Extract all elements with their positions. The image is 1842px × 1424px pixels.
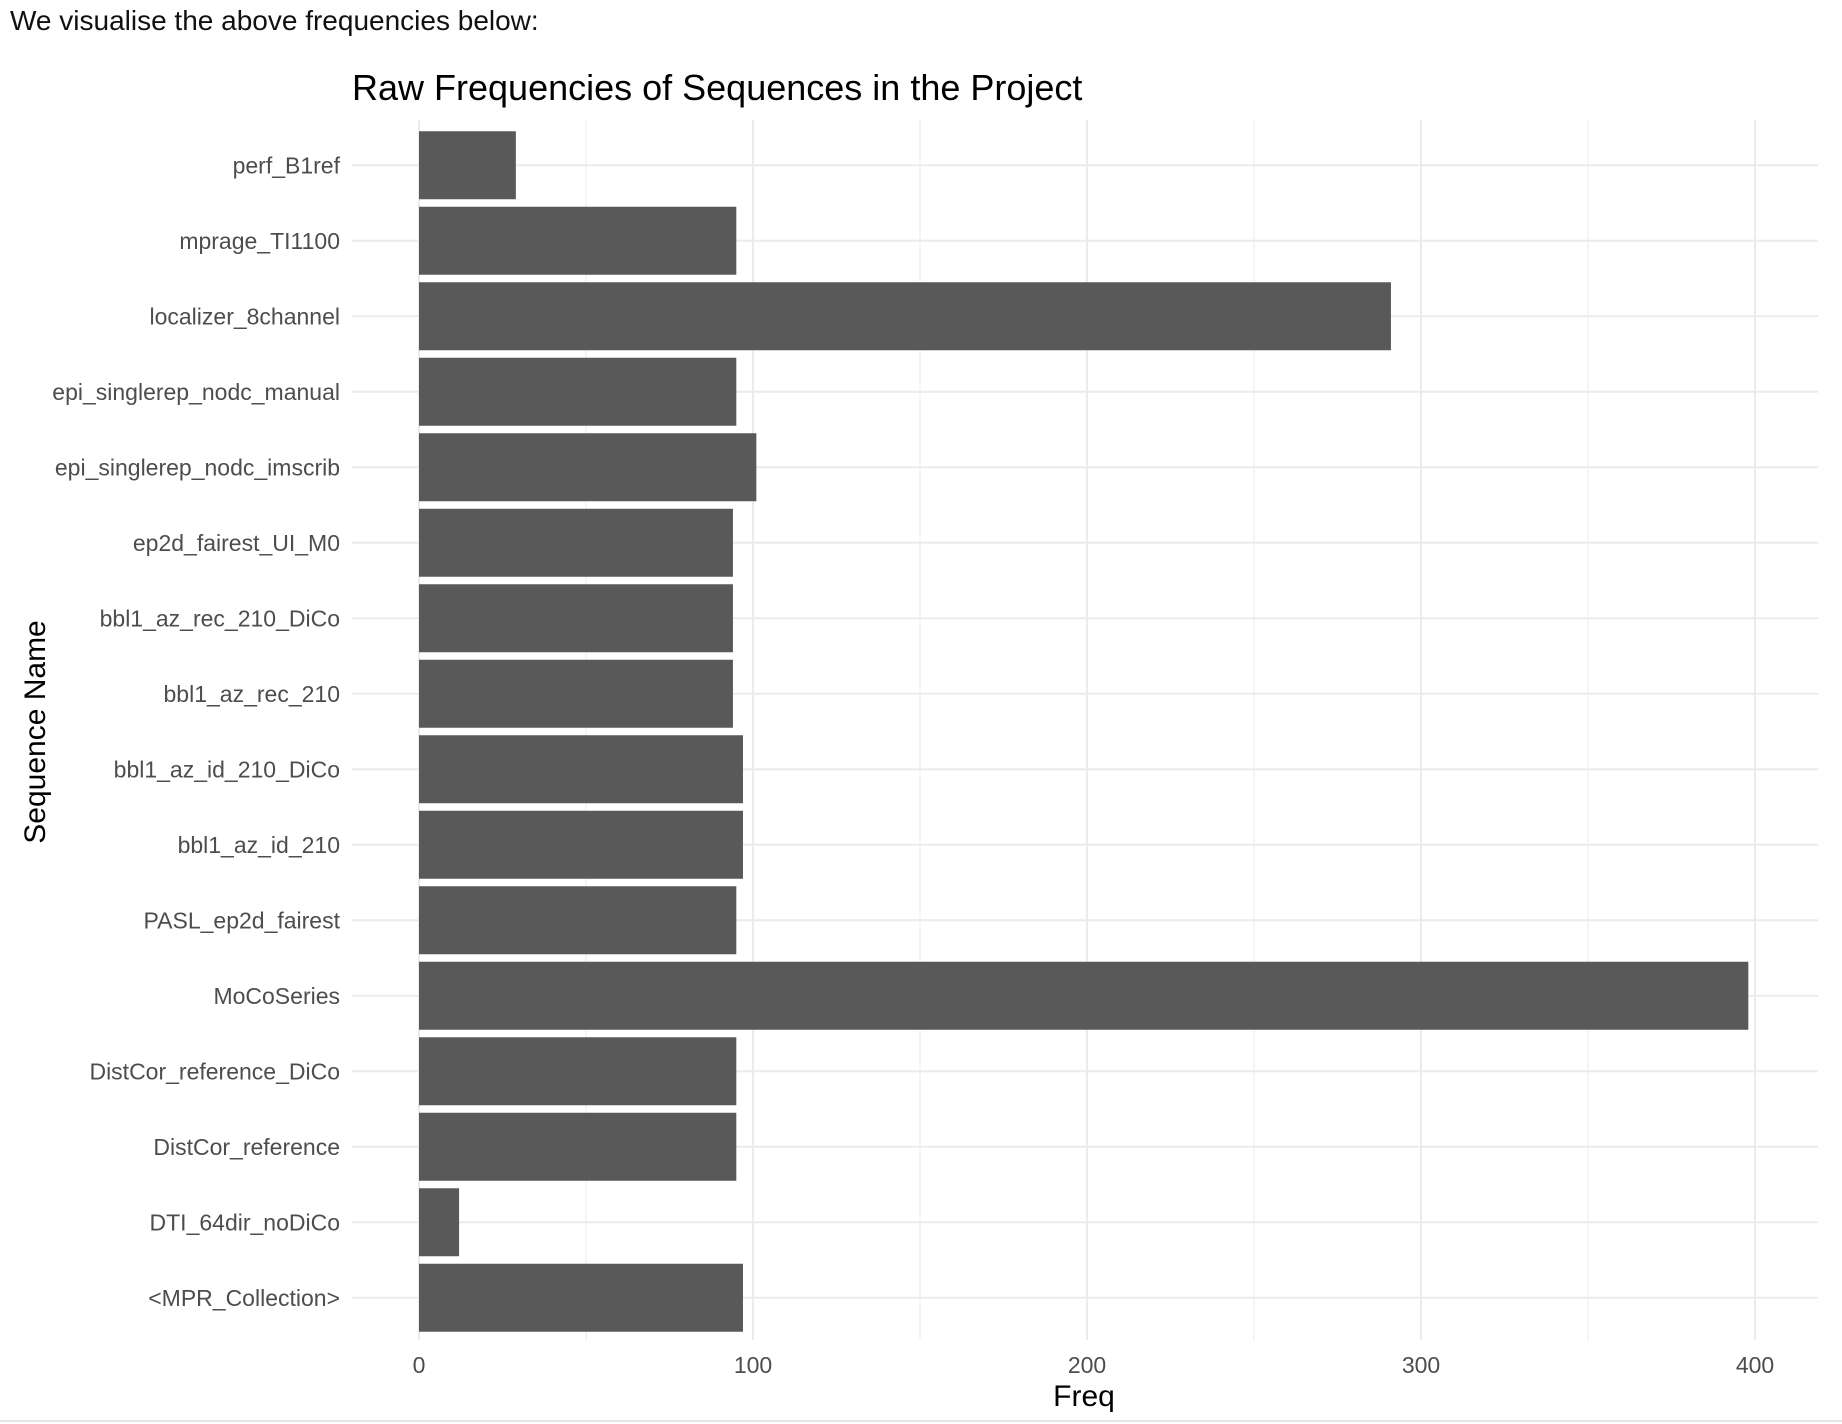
bar bbox=[419, 433, 757, 502]
bar bbox=[419, 810, 743, 879]
bar bbox=[419, 1188, 460, 1257]
y-tick-label: <MPR_Collection> bbox=[148, 1285, 340, 1311]
bar bbox=[419, 357, 737, 426]
y-tick-label: bbl1_az_rec_210 bbox=[164, 681, 340, 707]
x-tick-label: 200 bbox=[1068, 1352, 1106, 1378]
bottom-divider bbox=[0, 1420, 1842, 1422]
y-tick-label: DTI_64dir_noDiCo bbox=[150, 1209, 340, 1235]
bar bbox=[419, 659, 733, 728]
y-tick-label: PASL_ep2d_fairest bbox=[144, 907, 341, 933]
bar bbox=[419, 131, 516, 200]
x-tick-label: 400 bbox=[1736, 1352, 1774, 1378]
y-tick-label: DistCor_reference bbox=[153, 1134, 340, 1160]
intro-text: We visualise the above frequencies below… bbox=[10, 5, 539, 36]
y-tick-label: DistCor_reference_DiCo bbox=[89, 1058, 340, 1084]
bar bbox=[419, 282, 1391, 351]
x-tick-label: 0 bbox=[413, 1352, 426, 1378]
y-tick-labels: <MPR_Collection> DTI_64dir_noDiCo DistCor_… bbox=[52, 152, 340, 1311]
y-tick-label: MoCoSeries bbox=[213, 983, 340, 1009]
bar bbox=[419, 1112, 737, 1181]
chart-title: Raw Frequencies of Sequences in the Proj… bbox=[352, 67, 1082, 108]
x-tick-label: 100 bbox=[734, 1352, 772, 1378]
bar bbox=[419, 206, 737, 275]
bar bbox=[419, 1263, 743, 1332]
y-axis-title: Sequence Name bbox=[19, 620, 52, 843]
bar bbox=[419, 961, 1749, 1030]
x-axis-title: Freq bbox=[1053, 1380, 1115, 1413]
bar bbox=[419, 886, 737, 955]
y-tick-label: localizer_8channel bbox=[149, 303, 340, 329]
x-tick-labels: 0 100 200 300 400 bbox=[413, 1352, 1775, 1378]
bar bbox=[419, 508, 733, 577]
x-tick-label: 300 bbox=[1402, 1352, 1440, 1378]
y-tick-label: perf_B1ref bbox=[233, 152, 341, 178]
bar bbox=[419, 1037, 737, 1106]
bar bbox=[419, 584, 733, 653]
bar bbox=[419, 735, 743, 804]
chart-bars bbox=[419, 131, 1749, 1332]
y-tick-label: bbl1_az_id_210 bbox=[178, 832, 340, 858]
y-tick-label: epi_singlerep_nodc_manual bbox=[52, 379, 340, 405]
y-tick-label: mprage_TI1100 bbox=[179, 228, 340, 254]
y-tick-label: bbl1_az_id_210_DiCo bbox=[114, 756, 340, 782]
y-tick-label: epi_singlerep_nodc_imscrib bbox=[55, 454, 340, 480]
y-tick-label: bbl1_az_rec_210_DiCo bbox=[100, 605, 340, 631]
y-tick-label: ep2d_fairest_UI_M0 bbox=[133, 530, 340, 556]
